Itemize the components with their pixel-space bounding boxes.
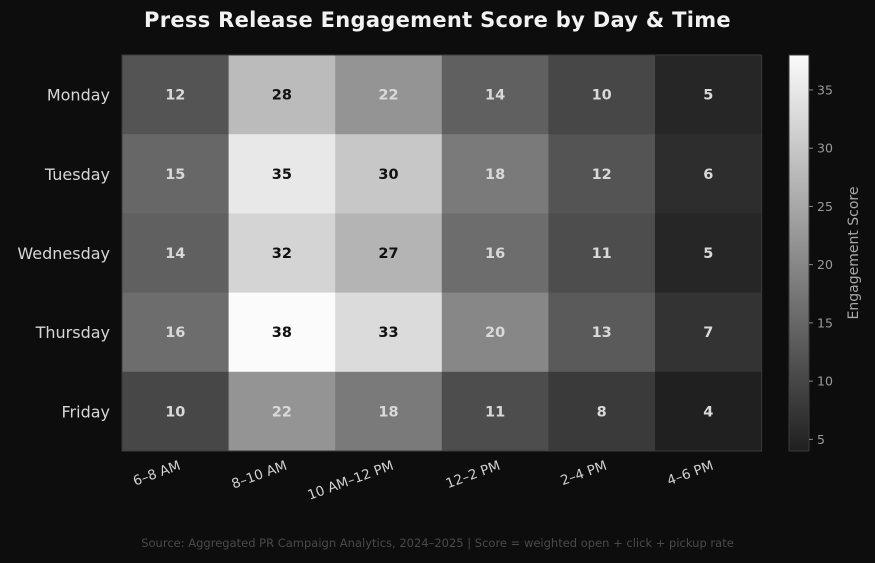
heatmap-cell: [655, 371, 763, 452]
x-axis-labels: 6–8 AM 8–10 AM 10 AM–12 PM 12–2 PM 2–4 PM 4–6…: [131, 458, 716, 504]
cell-value-label: 14: [485, 88, 505, 104]
x-tick-label: 12–2 PM: [444, 458, 503, 492]
colorbar-tick-label: 35: [817, 82, 833, 97]
colorbar-tick-label: 15: [817, 315, 833, 330]
cell-value-label: 18: [485, 167, 505, 183]
colorbar: 5 10 15 20 25 30 35 Engagement Score: [788, 54, 862, 452]
heatmap-cell: [441, 134, 549, 214]
cell-value-label: 22: [272, 404, 292, 420]
x-tick-label: 6–8 AM: [131, 458, 183, 490]
heatmap-cell: [335, 134, 443, 214]
heatmap-cell: [655, 55, 763, 135]
y-tick-label: Monday: [47, 86, 110, 105]
heatmap-cell: [548, 134, 656, 214]
heatmap-cell: [335, 55, 443, 135]
colorbar-label: Engagement Score: [846, 187, 862, 320]
cell-value-label: 35: [272, 167, 292, 183]
cell-value-label: 16: [165, 325, 185, 341]
heatmap-cell: [548, 292, 656, 373]
cell-value-label: 11: [592, 246, 612, 262]
cell-value-label: 7: [703, 325, 713, 341]
heatmap-cell: [122, 371, 230, 452]
y-tick-label: Thursday: [35, 323, 110, 342]
cell-value-label: 11: [485, 404, 505, 420]
y-axis-labels: Monday Tuesday Wednesday Thursday Friday: [17, 86, 110, 422]
cell-value-label: 32: [272, 246, 292, 262]
heatmap-cells: 12 28 22 14 10 5 15 35 30 18 12 6 14 32 27 16 11 5 16 38 33 2…: [121, 54, 763, 452]
cell-value-label: 38: [272, 325, 292, 341]
heatmap-cell: [122, 292, 230, 373]
y-tick-label: Wednesday: [17, 244, 110, 263]
heatmap-cell: [655, 292, 763, 373]
heatmap-cell: [548, 213, 656, 294]
heatmap-cell: [441, 371, 549, 452]
x-tick-label: 2–4 PM: [558, 458, 609, 489]
heatmap-cell: [441, 55, 549, 135]
colorbar-tick-label: 10: [817, 374, 833, 389]
y-tick-label: Tuesday: [44, 165, 110, 184]
heatmap-cell: [122, 213, 230, 294]
colorbar-tick-label: 20: [817, 257, 833, 272]
cell-value-label: 30: [378, 167, 398, 183]
heatmap-cell: [228, 292, 336, 373]
cell-value-label: 10: [165, 404, 185, 420]
cell-value-label: 10: [592, 88, 612, 104]
heatmap-cell: [122, 134, 230, 214]
heatmap-cell: [228, 55, 336, 135]
colorbar-gradient: [788, 54, 810, 452]
heatmap-cell: [441, 213, 549, 294]
cell-value-label: 14: [165, 246, 185, 262]
cell-value-label: 5: [703, 246, 713, 262]
chart-title: Press Release Engagement Score by Day & …: [144, 8, 731, 32]
heatmap-cell: [122, 55, 230, 135]
x-tick-label: 4–6 PM: [665, 458, 716, 489]
cell-value-label: 12: [165, 88, 185, 104]
cell-value-label: 22: [378, 88, 398, 104]
heatmap-cell: [335, 213, 443, 294]
heatmap-cell: [441, 292, 549, 373]
cell-value-label: 6: [703, 167, 713, 183]
cell-value-label: 15: [165, 167, 185, 183]
x-tick-label: 10 AM–12 PM: [305, 458, 395, 504]
cell-value-label: 12: [592, 167, 612, 183]
source-note: Source: Aggregated PR Campaign Analytics…: [141, 536, 734, 550]
heatmap-cell: [335, 371, 443, 452]
cell-value-label: 18: [378, 404, 398, 420]
heatmap-cell: [548, 371, 656, 452]
colorbar-tick-label: 25: [817, 199, 833, 214]
cell-value-label: 20: [485, 325, 505, 341]
colorbar-tick-label: 5: [817, 432, 825, 447]
cell-value-label: 8: [597, 404, 607, 420]
cell-value-label: 4: [703, 404, 713, 420]
colorbar-tick-label: 30: [817, 141, 833, 156]
heatmap-cell: [335, 292, 443, 373]
heatmap-cell: [228, 371, 336, 452]
heatmap-cell: [655, 213, 763, 294]
cell-value-label: 33: [378, 325, 398, 341]
heatmap-cell: [228, 213, 336, 294]
heatmap-cell: [228, 134, 336, 214]
cell-value-label: 16: [485, 246, 505, 262]
cell-value-label: 5: [703, 88, 713, 104]
cell-value-label: 13: [592, 325, 612, 341]
cell-value-label: 28: [272, 88, 292, 104]
x-tick-label: 8–10 AM: [230, 458, 290, 493]
heatmap-cell: [655, 134, 763, 214]
heatmap-cell: [548, 55, 656, 135]
heatmap-frame: [121, 54, 763, 452]
cell-value-label: 27: [378, 246, 398, 262]
y-tick-label: Friday: [62, 402, 111, 421]
